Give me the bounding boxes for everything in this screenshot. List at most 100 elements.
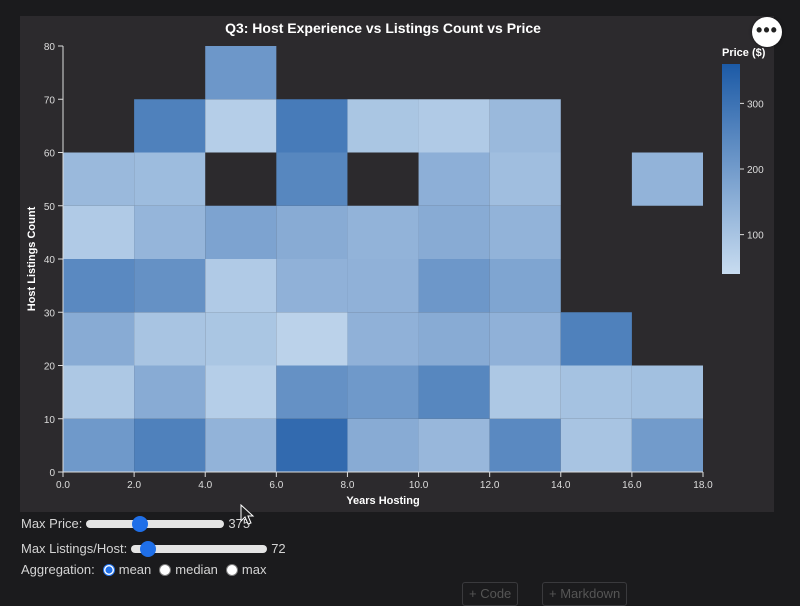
y-tick-label-7: 70 — [44, 95, 56, 106]
aggregation-control: Aggregation: mean median max — [21, 562, 268, 577]
y-tick-label-2: 20 — [44, 362, 56, 373]
aggregation-option-median: median — [175, 562, 218, 577]
heatmap-cell-0 — [63, 418, 135, 472]
heatmap-cell-4 — [63, 205, 135, 259]
add-markdown-button[interactable]: + Markdown — [542, 582, 628, 606]
heatmap-cell-8 — [134, 312, 206, 366]
chart-title: Q3: Host Experience vs Listings Count vs… — [225, 20, 541, 36]
heatmap-cell-6 — [134, 418, 206, 472]
heatmap-cell-40 — [489, 418, 561, 472]
heatmap-cell-27 — [347, 418, 419, 472]
heatmap-cell-49 — [560, 312, 632, 366]
x-tick-label-4: 8.0 — [340, 480, 354, 491]
colorbar-tick-label-2: 300 — [747, 99, 764, 110]
aggregation-radio-mean[interactable] — [102, 563, 115, 576]
x-tick-label-9: 18.0 — [693, 480, 713, 491]
x-tick-label-5: 10.0 — [409, 480, 429, 491]
aggregation-radio-median[interactable] — [159, 563, 172, 576]
x-tick-label-0: 0.0 — [56, 480, 70, 491]
max-price-value: 375 — [228, 516, 251, 531]
colorbar-gradient — [722, 64, 740, 274]
y-tick-label-4: 40 — [44, 255, 56, 266]
heatmap-cell-13 — [205, 418, 277, 472]
heatmap-cell-22 — [276, 312, 348, 366]
heatmap-cell-35 — [418, 312, 490, 366]
x-tick-label-6: 12.0 — [480, 480, 500, 491]
heatmap-cell-15 — [205, 312, 277, 366]
heatmap-cell-12 — [134, 99, 206, 153]
colorbar-title: Price ($) — [722, 47, 766, 59]
max-listings-slider[interactable] — [131, 544, 268, 553]
y-tick-label-3: 30 — [44, 308, 56, 319]
y-tick-label-6: 60 — [44, 149, 56, 160]
heatmap-cell-47 — [560, 418, 632, 472]
heatmap-cell-25 — [276, 152, 348, 206]
heatmap-cell-32 — [347, 99, 419, 153]
heatmap-cell-2 — [63, 312, 135, 366]
max-listings-value: 72 — [271, 541, 286, 556]
heatmap-cell-16 — [205, 259, 277, 313]
heatmap-cell-41 — [489, 365, 561, 419]
heatmap-cell-51 — [631, 365, 703, 419]
colorbar-tick-label-0: 100 — [747, 231, 764, 242]
heatmap-cell-50 — [631, 418, 703, 472]
x-tick-label-1: 2.0 — [127, 480, 141, 491]
heatmap-cell-42 — [489, 312, 561, 366]
heatmap-cell-52 — [631, 152, 703, 206]
heatmap-cell-28 — [347, 365, 419, 419]
heatmap-cell-20 — [276, 418, 348, 472]
x-axis-label: Years Hosting — [346, 495, 419, 507]
more-options-button[interactable]: ••• — [752, 17, 782, 47]
max-price-label: Max Price: — [21, 516, 83, 531]
max-price-slider[interactable] — [86, 519, 225, 528]
heatmap-cell-23 — [276, 259, 348, 313]
heatmap-cell-38 — [418, 152, 490, 206]
y-tick-label-8: 80 — [44, 42, 56, 53]
heatmap-cell-10 — [134, 205, 206, 259]
heatmap-cell-29 — [347, 312, 419, 366]
heatmap-cell-43 — [489, 259, 561, 313]
heatmap-cell-45 — [489, 152, 561, 206]
heatmap-cell-9 — [134, 259, 206, 313]
x-tick-label-8: 16.0 — [622, 480, 642, 491]
max-listings-label: Max Listings/Host: — [21, 541, 128, 556]
heatmap-cell-48 — [560, 365, 632, 419]
heatmap-cell-18 — [205, 99, 277, 153]
heatmap-cell-30 — [347, 259, 419, 313]
heatmap-cell-11 — [134, 152, 206, 206]
heatmap-cell-33 — [418, 418, 490, 472]
max-listings-control: Max Listings/Host: 72 — [21, 541, 286, 556]
heatmap-cell-26 — [276, 99, 348, 153]
colorbar-tick-label-1: 200 — [747, 165, 764, 176]
aggregation-label: Aggregation: — [21, 562, 95, 577]
y-tick-label-1: 10 — [44, 415, 56, 426]
heatmap-cell-24 — [276, 205, 348, 259]
x-tick-label-2: 4.0 — [198, 480, 212, 491]
heatmap-cell-36 — [418, 259, 490, 313]
heatmap-cell-19 — [205, 46, 277, 100]
heatmap-cell-46 — [489, 99, 561, 153]
y-tick-label-0: 0 — [49, 468, 55, 479]
max-price-control: Max Price: 375 — [21, 516, 250, 531]
heatmap-cell-1 — [63, 365, 135, 419]
heatmap-cell-31 — [347, 205, 419, 259]
y-tick-label-5: 50 — [44, 202, 56, 213]
aggregation-option-mean: mean — [118, 562, 152, 577]
heatmap-cell-3 — [63, 259, 135, 313]
y-axis-label: Host Listings Count — [26, 206, 38, 311]
heatmap-cell-5 — [63, 152, 135, 206]
heatmap-cell-17 — [205, 205, 277, 259]
heatmap-cell-14 — [205, 365, 277, 419]
x-tick-label-3: 6.0 — [269, 480, 283, 491]
heatmap-chart: Q3: Host Experience vs Listings Count vs… — [26, 20, 766, 507]
mouse-cursor-icon — [240, 504, 255, 525]
heatmap-cell-7 — [134, 365, 206, 419]
add-code-button[interactable]: + Code — [462, 582, 519, 606]
heatmap-cell-34 — [418, 365, 490, 419]
heatmap-cell-44 — [489, 205, 561, 259]
heatmap-cell-37 — [418, 205, 490, 259]
chart-panel: Q3: Host Experience vs Listings Count vs… — [20, 16, 774, 512]
heatmap-cell-21 — [276, 365, 348, 419]
aggregation-radio-max[interactable] — [225, 563, 238, 576]
aggregation-option-max: max — [241, 562, 267, 577]
